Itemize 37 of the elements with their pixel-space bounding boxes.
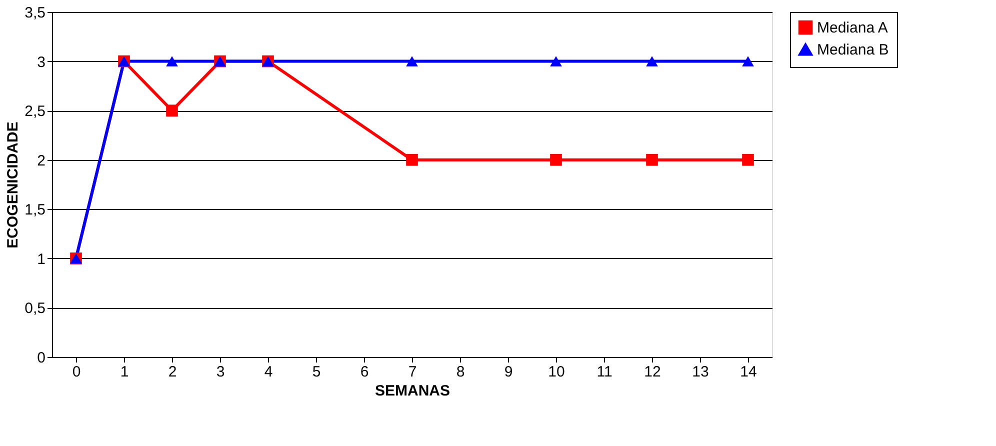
y-tick-label: 3 [37,54,46,71]
x-axis-title: SEMANAS [374,382,450,400]
legend-label: Mediana B [817,42,889,58]
point [742,56,754,66]
x-tick-label: 14 [740,364,757,380]
x-tick-label: 0 [72,364,81,380]
point [166,56,178,66]
point [646,56,658,66]
point [646,154,658,166]
y-tick-label: 3,5 [24,4,46,22]
x-tick-label: 13 [692,364,709,380]
x-tick-label: 1 [120,364,129,380]
point [550,56,562,66]
point [166,104,178,116]
y-tick-label: 1,5 [24,202,46,219]
x-tick-label: 7 [408,364,417,380]
x-tick-label: 6 [360,364,369,380]
x-tick-label: 3 [216,364,225,380]
point [406,56,418,66]
x-tick-label: 4 [264,364,273,380]
y-tick-label: 0 [37,350,46,366]
x-tick-label: 10 [548,364,565,380]
y-tick-label: 2,5 [24,103,46,120]
x-tick-label: 5 [312,364,321,380]
y-tick-label: 1 [37,250,46,268]
x-tick-label: 8 [456,364,465,380]
point [742,154,754,166]
x-tick-label: 12 [644,364,661,380]
y-tick-label: 0,5 [24,300,46,318]
y-axis-title: ECOGENICIDADE [4,122,22,248]
point [550,154,562,166]
x-tick-label: 11 [596,364,612,380]
x-tick-label: 2 [168,364,177,380]
legend-label: Mediana A [817,20,888,36]
point [406,154,418,166]
x-tick-label: 9 [504,364,513,380]
y-tick-label: 2 [37,152,46,170]
